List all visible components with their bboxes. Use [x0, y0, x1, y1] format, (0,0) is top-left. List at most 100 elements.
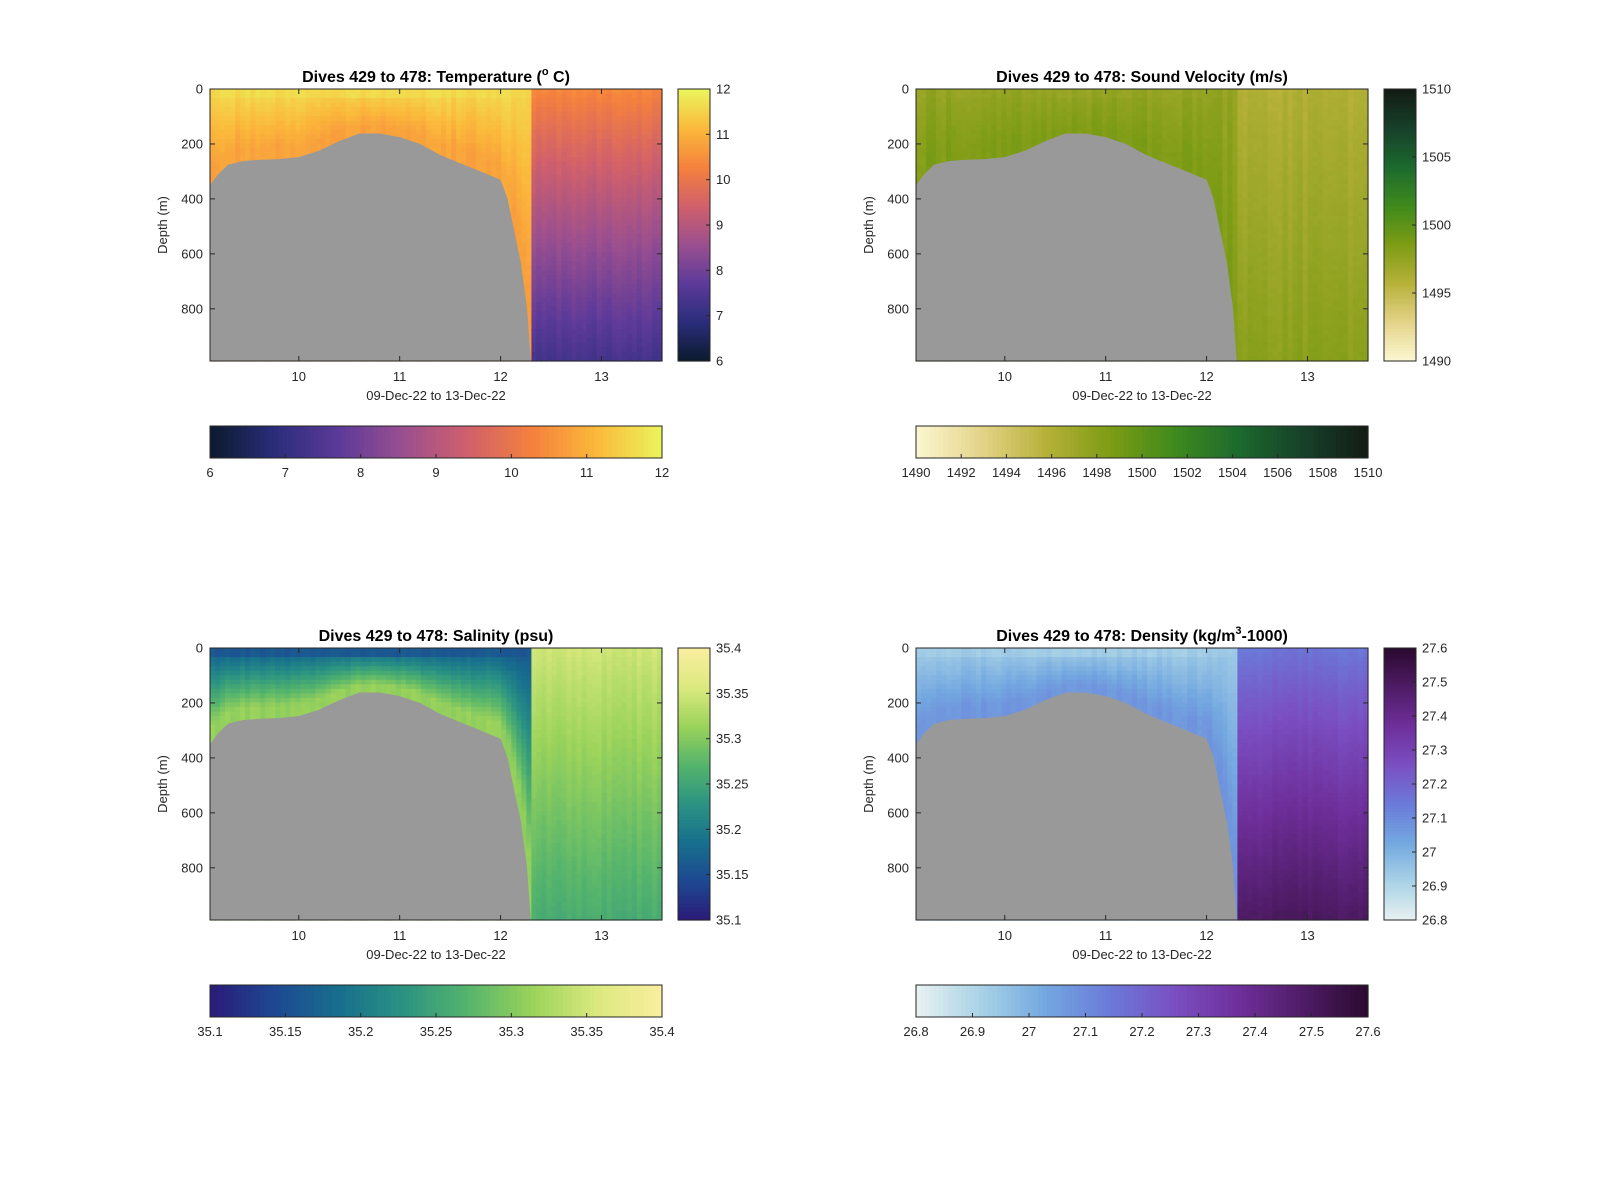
heatmap-cell — [531, 166, 538, 172]
heatmap-cell — [531, 138, 538, 144]
heatmap-cell — [446, 138, 452, 144]
heatmap-cell — [561, 274, 568, 280]
heatmap-cell — [556, 166, 563, 172]
heatmap-cell — [586, 211, 593, 217]
heatmap-cell — [586, 347, 593, 353]
heatmap-cell — [601, 197, 608, 203]
heatmap-cell — [400, 111, 407, 117]
heatmap-cell — [581, 351, 588, 358]
heatmap-cell — [235, 134, 241, 140]
heatmap-cell — [611, 297, 618, 303]
heatmap-cell — [531, 120, 538, 126]
heatmap-cell — [476, 120, 482, 126]
heatmap-cell — [546, 283, 553, 290]
heatmap-cell — [456, 134, 462, 140]
heatmap-cell — [430, 120, 437, 126]
heatmap-cell — [300, 152, 307, 158]
heatmap-cell — [536, 297, 543, 303]
heatmap-cell — [546, 147, 553, 154]
heatmap-cell — [551, 152, 558, 158]
heatmap-cell — [556, 152, 563, 158]
heatmap-cell — [626, 102, 633, 108]
heatmap-cell — [551, 279, 558, 285]
heatmap-cell — [546, 193, 553, 199]
heatmap-cell — [566, 107, 573, 113]
heatmap-cell — [471, 107, 477, 113]
heatmap-cell — [586, 256, 593, 262]
heatmap-cell — [536, 261, 543, 267]
heatmap-cell — [606, 215, 613, 222]
heatmap-cell — [240, 98, 246, 104]
heatmap-cell — [260, 143, 266, 149]
heatmap-cell — [506, 193, 512, 199]
heatmap-cell — [521, 125, 527, 131]
heatmap-cell — [536, 120, 543, 126]
heatmap-cell — [335, 107, 342, 113]
heatmap-cell — [511, 125, 517, 131]
heatmap-cell — [215, 161, 221, 167]
heatmap-cell — [576, 161, 583, 167]
heatmap-cell — [290, 129, 296, 135]
heatmap-cell — [571, 333, 578, 339]
heatmap-cell — [420, 89, 427, 95]
heatmap-cell — [596, 125, 603, 131]
heatmap-cell — [380, 107, 387, 113]
heatmap-cell — [516, 234, 522, 240]
heatmap-cell — [591, 143, 598, 149]
heatmap-cell — [521, 134, 527, 140]
heatmap-cell — [586, 356, 593, 362]
heatmap-cell — [430, 129, 437, 135]
heatmap-cell — [436, 120, 442, 126]
heatmap-cell — [546, 206, 553, 212]
heatmap-cell — [355, 120, 362, 126]
heatmap-cell — [576, 288, 583, 294]
heatmap-cell — [596, 229, 603, 235]
heatmap-cell — [596, 256, 603, 262]
heatmap-cell — [260, 107, 266, 113]
heatmap-cell — [571, 315, 578, 321]
heatmap-cell — [591, 220, 598, 226]
heatmap-cell — [526, 170, 533, 176]
heatmap-cell — [531, 89, 538, 95]
heatmap-cell — [481, 89, 487, 95]
heatmap-cell — [541, 261, 548, 267]
heatmap-cell — [531, 288, 538, 294]
heatmap-cell — [611, 356, 618, 362]
heatmap-cell — [536, 351, 543, 358]
heatmap-cell — [210, 143, 216, 149]
heatmap-cell — [290, 125, 296, 131]
heatmap-cell — [250, 116, 256, 122]
heatmap-cell — [451, 157, 457, 163]
heatmap-cell — [546, 288, 553, 294]
heatmap-cell — [265, 89, 271, 95]
heatmap-cell — [395, 125, 402, 131]
heatmap-cell — [501, 152, 507, 158]
heatmap-cell — [616, 288, 623, 294]
heatmap-cell — [581, 356, 588, 362]
heatmap-cell — [576, 166, 583, 172]
heatmap-cell — [491, 98, 497, 104]
heatmap-cell — [536, 152, 543, 158]
heatmap-cell — [335, 93, 342, 99]
heatmap-cell — [581, 320, 588, 326]
heatmap-cell — [300, 138, 307, 144]
heatmap-cell — [300, 134, 307, 140]
heatmap-cell — [215, 147, 221, 154]
heatmap-cell — [491, 170, 497, 176]
heatmap-cell — [350, 116, 357, 122]
heatmap-cell — [596, 324, 603, 330]
heatmap-cell — [355, 89, 362, 95]
heatmap-cell — [586, 265, 593, 271]
heatmap-cell — [330, 120, 337, 126]
heatmap-cell — [430, 134, 437, 140]
heatmap-cell — [521, 147, 527, 154]
heatmap-cell — [526, 215, 533, 222]
heatmap-cell — [581, 338, 588, 344]
heatmap-cell — [516, 102, 522, 108]
heatmap-cell — [606, 356, 613, 362]
heatmap-cell — [481, 166, 487, 172]
heatmap-cell — [531, 157, 538, 163]
heatmap-cell — [551, 252, 558, 258]
heatmap-cell — [556, 175, 563, 181]
heatmap-cell — [606, 120, 613, 126]
